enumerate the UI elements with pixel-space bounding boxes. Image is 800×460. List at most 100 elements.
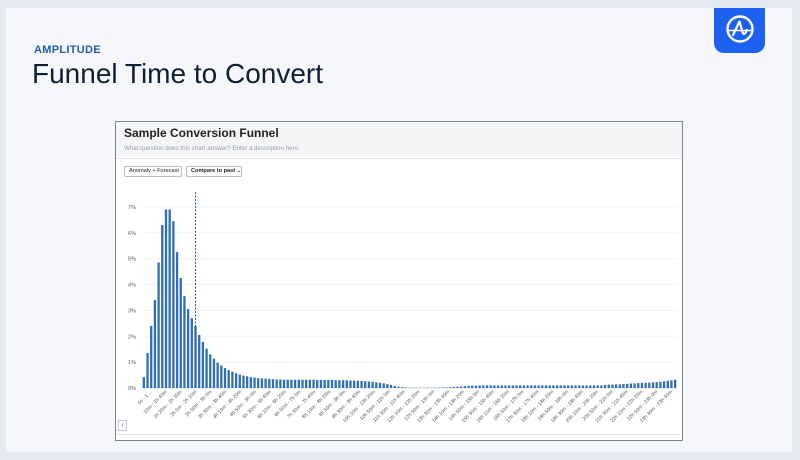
bar[interactable] [290, 379, 293, 388]
bar[interactable] [227, 370, 230, 388]
bar[interactable] [478, 385, 481, 388]
bar[interactable] [526, 385, 529, 388]
bar[interactable] [142, 377, 145, 388]
bar[interactable] [629, 383, 633, 388]
bar[interactable] [323, 379, 326, 388]
bar[interactable] [482, 385, 485, 388]
bar[interactable] [596, 385, 599, 388]
bar[interactable] [153, 300, 157, 388]
bar[interactable] [456, 386, 459, 388]
anomaly-forecast-button[interactable]: Anomaly + Forecast [124, 166, 182, 177]
bar[interactable] [371, 381, 374, 388]
bar[interactable] [220, 365, 223, 389]
bar[interactable] [308, 379, 312, 388]
bar[interactable] [246, 376, 249, 388]
bar[interactable] [183, 296, 186, 388]
bar[interactable] [393, 385, 396, 388]
bar[interactable] [164, 209, 168, 388]
bar[interactable] [386, 384, 389, 388]
bar[interactable] [637, 383, 640, 388]
bar[interactable] [659, 381, 662, 388]
bar[interactable] [463, 386, 466, 388]
bar[interactable] [201, 341, 205, 388]
bar[interactable] [655, 382, 658, 388]
bar[interactable] [644, 382, 647, 388]
bar[interactable] [666, 380, 669, 388]
card-description[interactable]: What question does this chart answer? En… [124, 145, 300, 152]
bar[interactable] [264, 378, 267, 388]
bar[interactable] [364, 381, 367, 388]
bar[interactable] [297, 379, 300, 388]
bar[interactable] [607, 384, 610, 388]
bar[interactable] [234, 373, 238, 388]
bar[interactable] [467, 385, 470, 388]
bar[interactable] [567, 385, 570, 388]
bar[interactable] [161, 225, 164, 388]
bar[interactable] [585, 385, 588, 388]
bar[interactable] [474, 385, 478, 388]
bar[interactable] [522, 385, 526, 388]
bar[interactable] [168, 209, 171, 388]
bar[interactable] [507, 385, 511, 388]
bar[interactable] [271, 379, 275, 388]
bar[interactable] [626, 383, 629, 388]
bar[interactable] [581, 385, 585, 388]
bar[interactable] [541, 385, 544, 388]
bar[interactable] [611, 384, 614, 388]
bar[interactable] [600, 385, 603, 388]
bar[interactable] [319, 379, 323, 388]
compare-to-past-dropdown[interactable]: Compare to past ⌄ [186, 166, 242, 177]
bar[interactable] [279, 379, 282, 388]
bar[interactable] [500, 385, 503, 388]
bar[interactable] [260, 378, 264, 388]
bar[interactable] [552, 385, 555, 388]
bar[interactable] [489, 385, 492, 388]
bar[interactable] [544, 385, 548, 388]
bar[interactable] [242, 375, 245, 388]
bar[interactable] [360, 381, 363, 388]
bar[interactable] [327, 379, 330, 388]
bar[interactable] [378, 382, 382, 388]
chevron-left-icon[interactable]: ‹ [118, 420, 127, 431]
bar[interactable] [674, 379, 677, 388]
bar[interactable] [511, 385, 514, 388]
bar[interactable] [515, 385, 518, 388]
bar[interactable] [301, 379, 304, 388]
bar[interactable] [305, 379, 308, 388]
bar[interactable] [172, 221, 175, 388]
bar[interactable] [205, 348, 208, 388]
bar[interactable] [330, 379, 334, 388]
bar[interactable] [382, 383, 385, 388]
bar[interactable] [223, 368, 227, 388]
bar[interactable] [640, 382, 644, 388]
bar[interactable] [275, 379, 278, 388]
bar[interactable] [198, 334, 201, 388]
bar[interactable] [485, 385, 489, 388]
bar[interactable] [651, 382, 655, 388]
bar[interactable] [341, 380, 345, 388]
bar[interactable] [257, 378, 260, 388]
bar[interactable] [216, 362, 219, 388]
bar[interactable] [618, 384, 621, 388]
bar[interactable] [157, 262, 160, 388]
bar[interactable] [249, 377, 252, 388]
bar[interactable] [186, 309, 190, 388]
card-title[interactable]: Sample Conversion Funnel [124, 126, 279, 140]
bar[interactable] [179, 278, 182, 388]
bar[interactable] [404, 387, 407, 388]
bar[interactable] [268, 378, 271, 388]
bar[interactable] [559, 385, 562, 388]
bar[interactable] [445, 387, 448, 388]
bar[interactable] [334, 380, 337, 388]
bar[interactable] [175, 252, 179, 388]
bar[interactable] [367, 381, 371, 388]
bar[interactable] [662, 381, 666, 388]
bar[interactable] [563, 385, 566, 388]
bar[interactable] [589, 385, 592, 388]
bar[interactable] [312, 379, 315, 388]
bar[interactable] [375, 382, 378, 388]
bar[interactable] [400, 387, 404, 388]
bar[interactable] [592, 385, 596, 388]
bar[interactable] [253, 377, 256, 388]
bar[interactable] [293, 379, 297, 388]
